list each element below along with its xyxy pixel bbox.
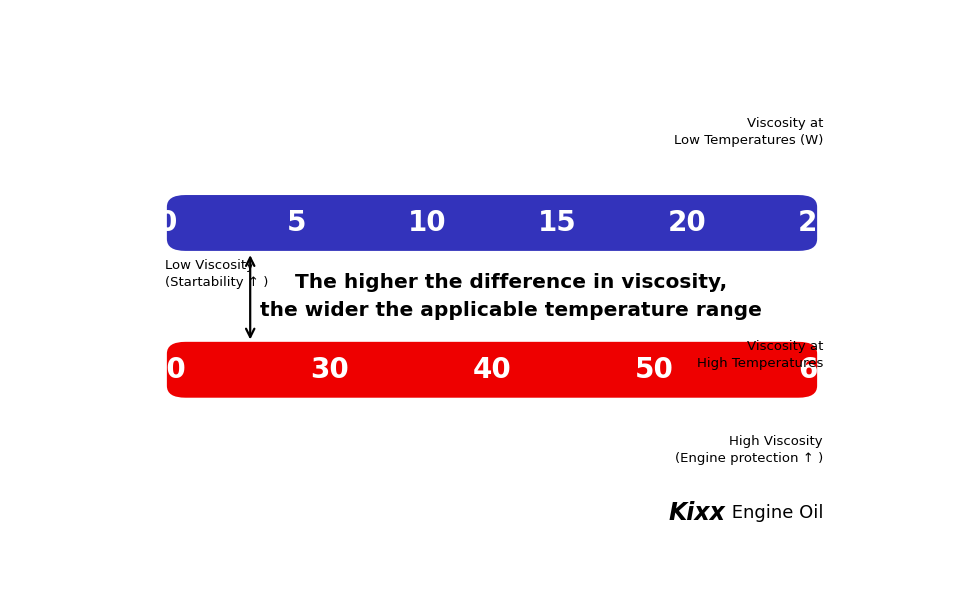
FancyBboxPatch shape <box>167 342 817 398</box>
Text: 60: 60 <box>798 355 836 384</box>
Text: 20: 20 <box>148 355 186 384</box>
Text: 50: 50 <box>636 355 674 384</box>
Text: Viscosity at
High Temperatures: Viscosity at High Temperatures <box>697 340 823 370</box>
Text: Low Viscosity
(Startability ↑ ): Low Viscosity (Startability ↑ ) <box>165 260 268 290</box>
Text: High Viscosity
(Engine protection ↑ ): High Viscosity (Engine protection ↑ ) <box>675 435 823 465</box>
Text: 0: 0 <box>157 209 177 237</box>
Text: The higher the difference in viscosity,
the wider the applicable temperature ran: The higher the difference in viscosity, … <box>259 273 761 320</box>
Text: 30: 30 <box>310 355 348 384</box>
Text: 25: 25 <box>798 209 836 237</box>
Text: 15: 15 <box>538 209 576 237</box>
Text: Kixx: Kixx <box>669 501 726 525</box>
Text: Viscosity at
Low Temperatures (W): Viscosity at Low Temperatures (W) <box>674 117 823 147</box>
Text: 20: 20 <box>668 209 707 237</box>
Text: 5: 5 <box>287 209 306 237</box>
FancyBboxPatch shape <box>167 195 817 251</box>
Text: 40: 40 <box>472 355 512 384</box>
Text: 10: 10 <box>408 209 446 237</box>
Text: Engine Oil: Engine Oil <box>726 504 823 522</box>
